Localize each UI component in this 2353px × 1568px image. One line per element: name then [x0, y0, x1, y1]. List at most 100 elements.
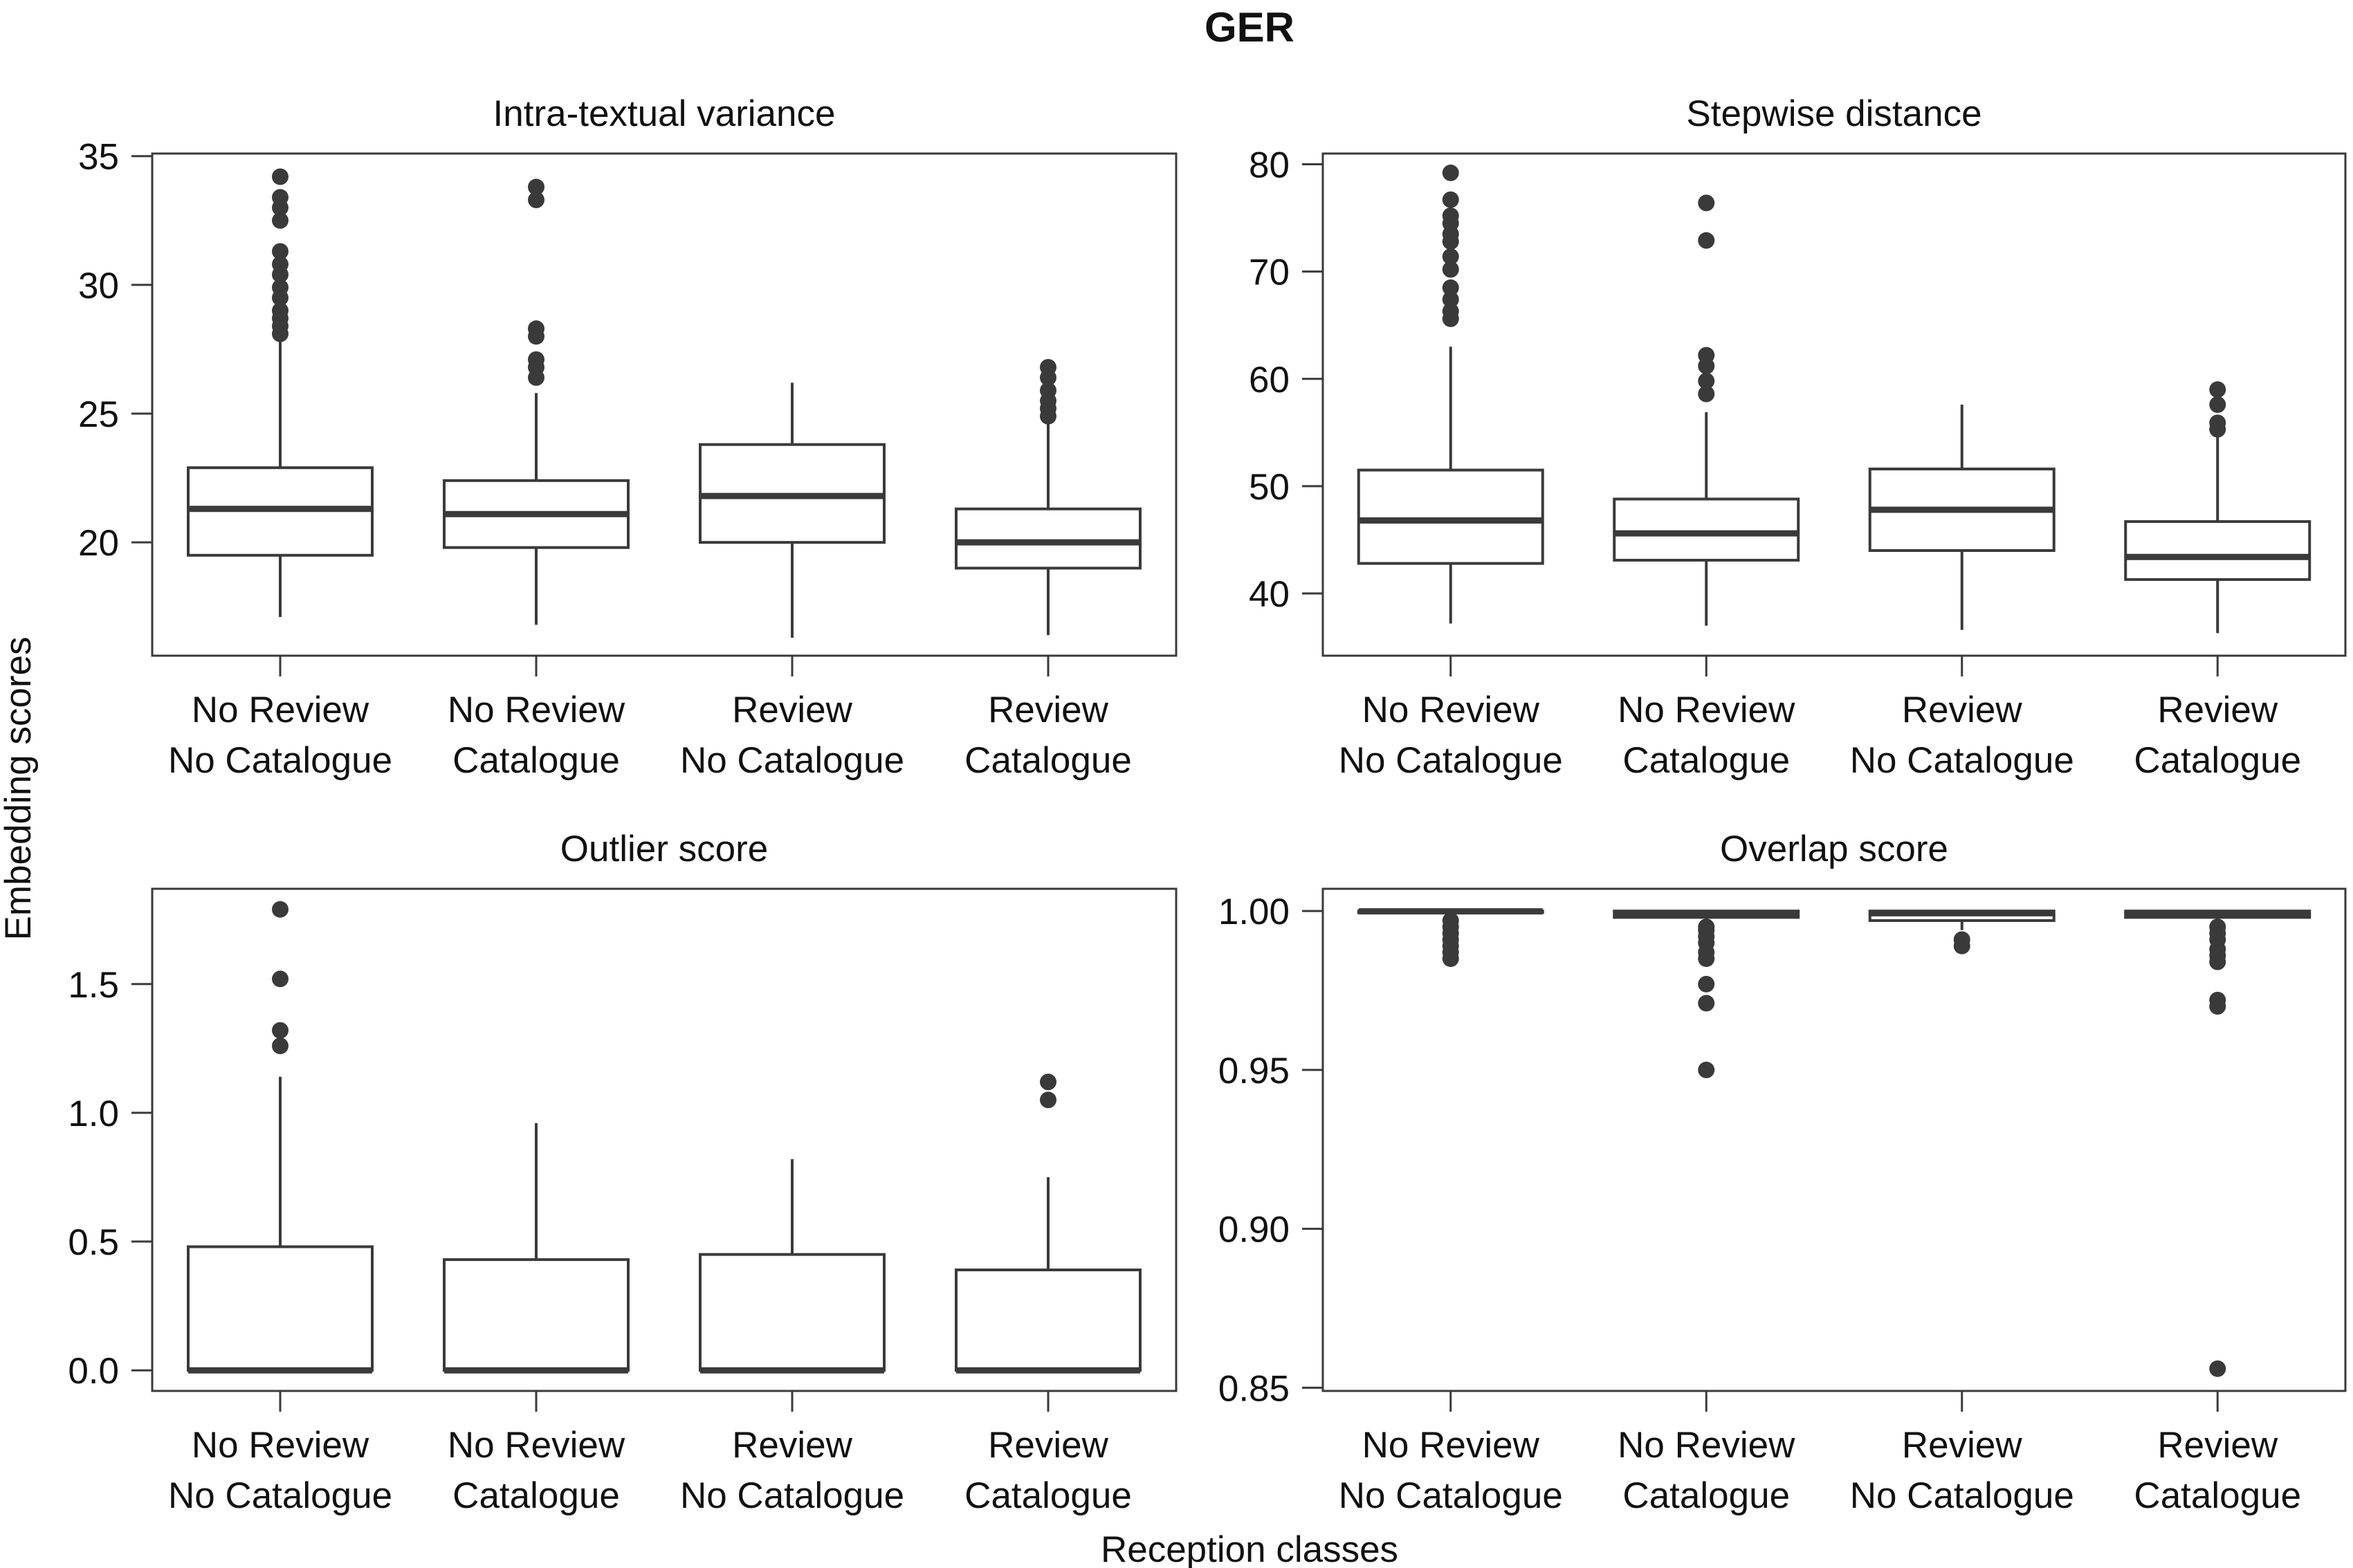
box-group	[2124, 910, 2311, 1377]
box-group	[955, 359, 1142, 636]
y-tick-label: 20	[78, 523, 119, 564]
outlier-point	[1442, 207, 1459, 224]
box-group	[955, 1073, 1142, 1374]
box-group	[187, 901, 374, 1374]
y-tick-label: 60	[1249, 360, 1290, 400]
y-tick-label: 0.85	[1218, 1368, 1290, 1409]
outlier-point	[1698, 1061, 1715, 1078]
outlier-point	[1040, 382, 1056, 399]
outlier-point	[272, 168, 289, 185]
x-tick-label: Review No Catalogue	[680, 690, 904, 781]
box-group	[2124, 381, 2311, 634]
outlier-point	[528, 351, 544, 368]
x-tick-label: Review No Catalogue	[1850, 690, 2074, 781]
x-tick-label: Review Catalogue	[964, 1425, 1132, 1516]
box	[2124, 520, 2311, 581]
box	[1357, 468, 1544, 565]
outlier-point	[1442, 261, 1459, 278]
outlier-point	[1442, 191, 1459, 208]
y-tick-label: 1.00	[1218, 892, 1290, 932]
box	[955, 507, 1142, 570]
outlier-point	[272, 970, 289, 988]
x-axis-label: Reception classes	[1101, 1529, 1398, 1568]
panel-title: Intra-textual variance	[493, 93, 836, 134]
x-tick-label: No Review No Catalogue	[1339, 1425, 1563, 1516]
x-tick-label: Review No Catalogue	[680, 1425, 904, 1516]
y-tick-label: 0.90	[1218, 1210, 1290, 1251]
y-tick-label: 30	[78, 266, 119, 306]
outlier-point	[1698, 232, 1715, 249]
outlier-point	[272, 1022, 289, 1039]
outlier-point	[2209, 381, 2226, 398]
box	[955, 1269, 1142, 1372]
outlier-point	[2209, 414, 2226, 432]
y-tick-label: 25	[78, 394, 119, 435]
y-tick-label: 50	[1249, 467, 1290, 508]
panel-frame	[151, 887, 1178, 1392]
outlier-point	[528, 192, 544, 209]
outlier-point	[2209, 991, 2226, 1008]
outlier-point	[1040, 359, 1056, 376]
outlier-point	[1040, 1073, 1056, 1091]
outlier-point	[528, 178, 544, 196]
box-group	[1613, 194, 1800, 626]
outlier-point	[1442, 290, 1459, 308]
x-tick-label: No Review Catalogue	[448, 690, 625, 781]
x-tick-label: Review Catalogue	[964, 690, 1132, 781]
box-group	[1868, 910, 2056, 954]
panels: Intra-textual variance 20 25 30 35 No Review N…	[68, 93, 2347, 1516]
box-group	[443, 1123, 630, 1374]
outlier-point	[272, 901, 289, 918]
panel-1: Intra-textual variance 20 25 30 35 No Review N…	[78, 93, 1178, 781]
y-tick-label: 0.5	[68, 1222, 119, 1263]
outlier-point	[272, 302, 289, 320]
outlier-point	[1698, 995, 1715, 1012]
x-tick-label: Review Catalogue	[2134, 1425, 2301, 1516]
box-group	[1357, 908, 1544, 968]
box	[443, 1258, 630, 1372]
panel-title: Overlap score	[1720, 829, 1948, 869]
outlier-point	[2209, 1360, 2226, 1377]
outlier-point	[1698, 385, 1715, 403]
outlier-point	[1442, 912, 1459, 929]
box	[1613, 497, 1800, 562]
x-tick-label: No Review No Catalogue	[168, 1425, 392, 1516]
outlier-point	[272, 1037, 289, 1055]
box	[187, 1245, 374, 1372]
x-tick-label: No Review Catalogue	[1618, 690, 1795, 781]
box-group	[1868, 405, 2056, 630]
y-tick-label: 70	[1249, 252, 1290, 293]
outlier-point	[272, 212, 289, 229]
y-tick-label: 35	[78, 137, 119, 178]
outlier-point	[1442, 248, 1459, 265]
outlier-point	[272, 279, 289, 296]
outlier-point	[1698, 372, 1715, 389]
box-group	[699, 1159, 886, 1374]
outlier-point	[1040, 1091, 1056, 1109]
panel-frame	[151, 152, 1178, 657]
x-tick-label: Review Catalogue	[2134, 690, 2301, 781]
y-tick-label: 80	[1249, 145, 1290, 186]
panel-2: Stepwise distance 40 50 60 70 80 No Review No C…	[1249, 93, 2347, 781]
outlier-point	[528, 320, 544, 338]
panel-3: Outlier score 0.0 0.5 1.0 1.5 No Review No Cat…	[68, 829, 1178, 1516]
box-group	[187, 168, 374, 618]
x-tick-label: No Review Catalogue	[1618, 1425, 1795, 1516]
y-tick-label: 0.0	[68, 1351, 119, 1392]
outlier-point	[1698, 919, 1715, 936]
outlier-point	[272, 256, 289, 273]
y-tick-label: 0.95	[1218, 1051, 1290, 1091]
y-axis-label: Embedding scores	[0, 637, 39, 941]
outlier-point	[272, 243, 289, 260]
outlier-point	[1442, 164, 1459, 181]
box	[699, 1253, 886, 1372]
box-group	[443, 178, 630, 625]
x-tick-label: No Review Catalogue	[448, 1425, 625, 1516]
outlier-point	[2209, 919, 2226, 936]
panel-frame	[1321, 152, 2347, 657]
box-group	[1357, 164, 1544, 624]
x-tick-label: Review No Catalogue	[1850, 1425, 2074, 1516]
box-group	[1613, 910, 1800, 1078]
outlier-point	[1698, 194, 1715, 212]
